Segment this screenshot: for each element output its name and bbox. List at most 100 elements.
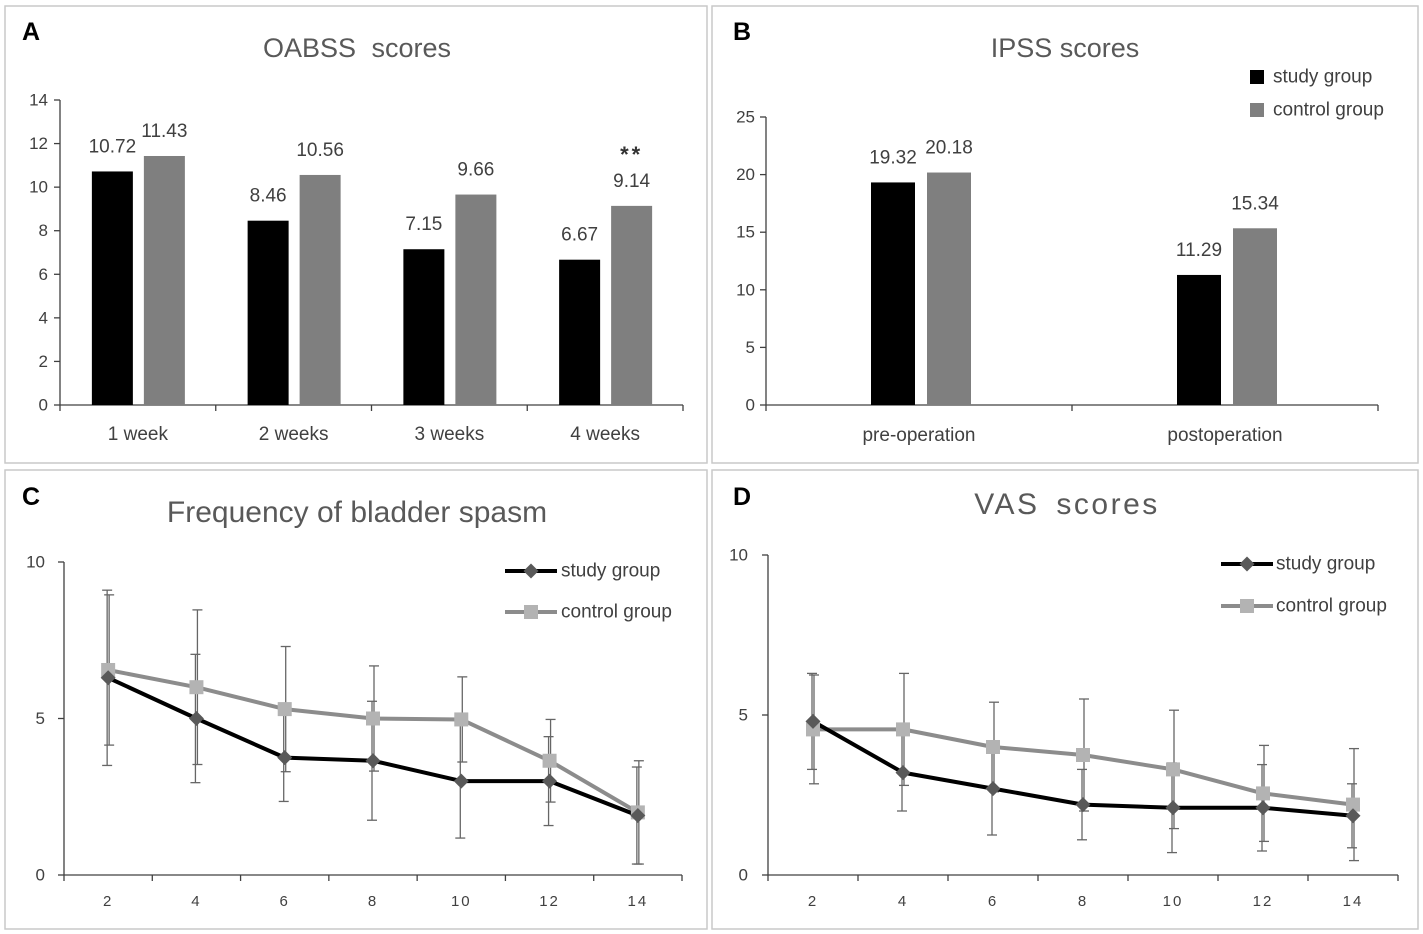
panel-b-bar-study-group-1 [871,182,915,405]
panel-b-data-label-study-group-2: 11.29 [1176,240,1222,261]
panel-b-bar-study-group-2 [1177,274,1221,405]
panel-d-frame [711,469,1419,930]
panel-a-bar-series-1-3 [403,249,445,405]
panel-a-bar-series-2-2 [299,174,341,405]
panel-c-marker-control-group-2 [189,680,204,695]
panel-c-y-tick-label-1: 0 [36,866,45,885]
panel-b-letter: B [733,18,751,46]
panel-a-data-label-series-2-2: 10.56 [296,140,344,161]
panel-a-significance-annotation: ** [620,142,643,167]
panel-a-data-label-series-1-3: 7.15 [405,214,442,235]
panel-c-legend: study group control group [505,561,672,623]
panel-c-legend-label-control-group: control group [561,602,672,623]
panel-b-data-label-study-group-1: 19.32 [869,147,917,168]
panel-c-legend-marker-study-group [523,563,539,579]
panel-a-data-labels: 10.72 8.46 7.15 6.67 11.43 10.56 9.66 9.14 [89,121,651,246]
panel-c-markers-study-group [100,670,646,824]
panel-a-y-tick-label-2: 2 [39,352,48,371]
panel-d-legend-label-study-group: study group [1276,554,1375,575]
panel-a-bar-series-1-1 [91,171,133,405]
panel-b-data-label-control-group-1: 20.18 [925,138,973,159]
panel-b-bars [871,172,1277,405]
panel-d-marker-control-group-5 [1166,762,1180,777]
panel-a-x-tick-label-2: 2 weeks [259,424,329,445]
panel-b-title: IPSS scores [991,33,1140,63]
panel-d-legend-marker-study-group [1239,556,1255,572]
panel-d-title: VAS scores [974,488,1160,521]
panel-d-letter: D [733,483,751,511]
panel-c-legend-marker-control-group [524,605,538,619]
panel-d-y-tick-label-3: 10 [729,546,748,565]
panel-c-marker-control-group-3 [277,702,292,717]
panel-b-y-tick-label-6: 25 [736,108,755,127]
panel-a-x-tick-label-1: 1 week [108,424,169,445]
panel-a-axes: 0 2 4 6 8 10 12 14 1 week 2 weeks 3 weeks 4 weeks [29,91,684,445]
panel-c-marker-study-group-3 [277,750,293,766]
panel-c-x-tick-label-5: 10 [451,893,472,910]
panel-b-legend-item-control-group: control group [1250,100,1384,121]
panel-d-legend-label-control-group: control group [1276,596,1387,617]
panel-a-bar-series-1-4 [559,259,601,405]
panel-c-marker-study-group-6 [542,773,558,789]
panel-a-data-label-series-2-4: 9.14 [613,171,650,192]
panel-c-axes: 0 5 10 2 4 6 8 10 12 14 [26,553,683,910]
panel-b-legend-label-control-group: control group [1273,100,1384,121]
panel-c-marker-control-group-4 [366,711,380,726]
panel-c-error-bars-study-group [102,589,642,865]
panel-d-legend-item-study-group: study group [1221,554,1375,575]
panel-b-x-tick-label-2: postoperation [1167,425,1282,446]
panel-b-frame [711,5,1419,464]
panel-b-bar-control-group-1 [927,172,971,405]
panel-a-y-tick-label-8: 14 [29,91,48,110]
panel-d-legend-item-control-group: control group [1221,596,1387,617]
panel-d-marker-study-group-1 [805,713,821,729]
panel-d-x-tick-label-6: 12 [1253,893,1274,910]
panel-c-legend-item-control-group: control group [505,602,672,623]
panel-b-y-tick-label-5: 20 [736,165,755,184]
panel-c-marker-study-group-2 [188,711,204,726]
panel-d-markers-control-group [806,722,1360,812]
panel-c-marker-control-group-5 [454,712,469,727]
panel-b-x-tick-label-1: pre-operation [862,425,975,446]
panel-c-series-line-control-group [106,667,640,815]
panel-d: D VAS scores 0 5 10 2 4 6 8 10 12 14 study group cont… [711,469,1419,930]
panel-b-legend-swatch-study-group [1250,70,1264,84]
panel-a-data-label-series-2-1: 11.43 [141,121,187,142]
panel-b-legend-item-study-group: study group [1250,67,1372,88]
panel-a-y-tick-label-6: 10 [29,178,48,197]
panel-a-bar-series-1-2 [247,220,289,405]
panel-d-x-tick-label-4: 8 [1078,893,1088,910]
panel-c-marker-study-group-5 [453,773,469,789]
panel-c-y-tick-label-2: 5 [36,709,45,728]
panel-c-frame [4,469,708,930]
panel-d-marker-study-group-2 [895,765,911,781]
panel-c-x-tick-label-1: 2 [103,893,113,910]
panel-d-marker-study-group-5 [1165,800,1181,816]
panel-d-marker-study-group-3 [985,781,1001,797]
panel-b-y-tick-label-3: 10 [736,280,755,299]
panel-a-bar-series-2-4 [611,205,653,405]
panel-d-markers-study-group [805,713,1361,824]
panel-c-y-tick-label-3: 10 [26,553,45,572]
panel-d-x-tick-label-1: 2 [808,893,818,910]
panel-c-series-line-study-group [106,675,640,818]
panel-d-x-tick-label-2: 4 [898,893,908,910]
panel-b-data-label-control-group-2: 15.34 [1231,193,1279,214]
panel-c-x-tick-label-7: 14 [628,893,649,910]
panel-c-error-bars-control-group [104,594,644,865]
panel-a-bar-series-2-1 [143,155,185,405]
panel-a-x-tick-label-4: 4 weeks [570,424,640,445]
panel-c-x-tick-label-3: 6 [280,893,290,910]
panel-a-x-tick-label-3: 3 weeks [415,424,485,445]
panel-d-x-tick-label-7: 14 [1343,893,1364,910]
panel-a-frame [4,5,708,464]
panel-d-legend-marker-control-group [1240,599,1254,613]
panel-b-bar-control-group-2 [1233,228,1277,405]
panel-a-y-tick-label-3: 4 [39,308,48,327]
panel-a-y-tick-label-4: 6 [39,265,48,284]
panel-c-marker-control-group-6 [542,753,557,768]
panel-b-y-tick-label-1: 0 [746,396,755,415]
panel-d-legend: study group control group [1221,554,1387,617]
panel-c-legend-label-study-group: study group [561,561,660,582]
